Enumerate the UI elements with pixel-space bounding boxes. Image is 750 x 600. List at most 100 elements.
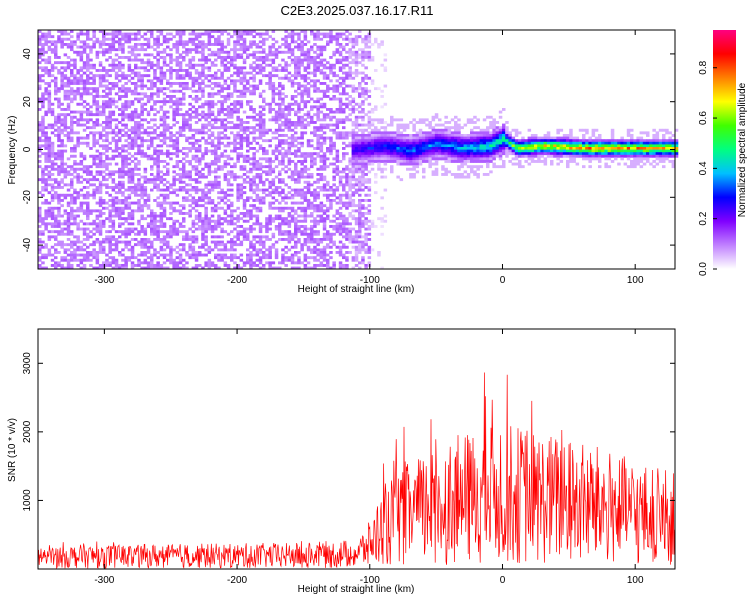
heatmap-cell xyxy=(63,209,68,213)
heatmap-cell xyxy=(153,183,157,187)
heatmap-cell xyxy=(287,240,292,244)
heatmap-cell xyxy=(338,45,343,49)
heatmap-cell xyxy=(313,128,317,132)
heatmap-cell xyxy=(105,154,109,158)
heatmap-cell xyxy=(175,251,180,254)
heatmap-cell xyxy=(319,71,324,75)
heatmap-cell xyxy=(268,256,272,260)
heatmap-cell xyxy=(204,113,208,117)
heatmap-cell xyxy=(153,222,157,226)
heatmap-cell xyxy=(86,134,90,137)
heatmap-cell xyxy=(316,240,320,244)
heatmap-cell xyxy=(322,35,327,39)
heatmap-cell xyxy=(319,165,324,169)
heatmap-cell xyxy=(124,199,128,202)
heatmap-cell xyxy=(182,188,186,192)
heatmap-cell xyxy=(159,105,164,109)
heatmap-cell xyxy=(274,206,279,210)
heatmap-cell xyxy=(306,89,311,93)
heatmap-cell xyxy=(214,40,218,44)
heatmap-cell xyxy=(329,66,333,70)
heatmap-cell xyxy=(54,40,58,44)
heatmap-cell xyxy=(79,118,84,122)
heatmap-cell xyxy=(306,227,311,231)
heatmap-cell xyxy=(290,37,295,41)
heatmap-cell xyxy=(284,43,288,46)
heatmap-cell xyxy=(153,253,157,257)
heatmap-cell xyxy=(146,95,151,98)
heatmap-cell xyxy=(143,102,148,106)
heatmap-cell xyxy=(287,76,292,80)
heatmap-cell xyxy=(345,165,349,169)
heatmap-cell xyxy=(172,258,176,262)
heatmap-cell xyxy=(92,157,96,161)
heatmap-cell xyxy=(175,82,180,85)
heatmap-cell xyxy=(207,69,212,72)
heatmap-cell xyxy=(111,84,116,88)
heatmap-cell xyxy=(326,209,330,213)
heatmap-cell xyxy=(188,243,192,247)
heatmap-cell xyxy=(230,219,234,223)
heatmap-cell xyxy=(294,82,298,85)
heatmap-cell xyxy=(47,251,52,254)
heatmap-cell xyxy=(156,157,160,161)
heatmap-cell xyxy=(60,37,64,41)
heatmap-cell xyxy=(38,230,42,234)
heatmap-cell xyxy=(182,97,186,101)
heatmap-cell xyxy=(82,243,87,247)
heatmap-cell xyxy=(313,264,317,267)
heatmap-cell xyxy=(38,251,42,254)
heatmap-cell xyxy=(201,152,205,156)
heatmap-cell xyxy=(121,175,125,179)
heatmap-cell xyxy=(322,113,327,117)
heatmap-cell xyxy=(111,209,116,213)
heatmap-cell xyxy=(79,240,84,244)
heatmap-cell xyxy=(316,87,320,91)
heatmap-cell xyxy=(95,266,100,270)
heatmap-cell xyxy=(169,74,173,78)
heatmap-cell xyxy=(178,134,183,137)
heatmap-cell xyxy=(102,238,106,241)
heatmap-cell xyxy=(313,84,317,88)
heatmap-cell xyxy=(214,266,218,270)
heatmap-cell xyxy=(57,243,61,247)
heatmap-cell xyxy=(124,243,128,247)
heatmap-cell xyxy=(268,87,272,91)
heatmap-cell xyxy=(159,264,164,267)
heatmap-cell xyxy=(188,147,192,150)
heatmap-cell xyxy=(150,266,154,270)
heatmap-cell xyxy=(79,32,84,36)
heatmap-cell xyxy=(182,243,186,247)
heatmap-cell xyxy=(73,76,77,80)
heatmap-cell xyxy=(207,261,212,265)
heatmap-cell xyxy=(89,82,93,85)
heatmap-cell xyxy=(175,61,180,65)
heatmap-cell xyxy=(150,209,154,213)
heatmap-cell xyxy=(236,89,240,93)
heatmap-cell xyxy=(329,188,333,192)
heatmap-cell xyxy=(121,217,125,221)
heatmap-cell xyxy=(348,227,352,231)
heatmap-cell xyxy=(345,251,349,254)
heatmap-cell xyxy=(73,149,77,153)
heatmap-cell xyxy=(121,43,125,46)
heatmap-cell xyxy=(175,131,180,135)
heatmap-cell xyxy=(143,139,148,143)
heatmap-cell xyxy=(63,89,68,93)
heatmap-cell xyxy=(230,170,234,174)
heatmap-cell xyxy=(303,160,308,163)
heatmap-cell xyxy=(230,258,234,262)
heatmap-cell xyxy=(223,212,228,215)
heatmap-cell xyxy=(98,201,103,205)
heatmap-cell xyxy=(258,118,263,122)
heatmap-cell xyxy=(258,240,263,244)
heatmap-cell xyxy=(118,214,122,218)
heatmap-cell xyxy=(294,139,298,143)
heatmap-cell xyxy=(111,97,116,101)
heatmap-cell xyxy=(233,45,237,49)
heatmap-cell xyxy=(54,97,58,101)
heatmap-cell xyxy=(185,139,189,143)
heatmap-cell xyxy=(86,178,90,182)
heatmap-cell xyxy=(338,170,343,174)
heatmap-cell xyxy=(316,89,320,93)
